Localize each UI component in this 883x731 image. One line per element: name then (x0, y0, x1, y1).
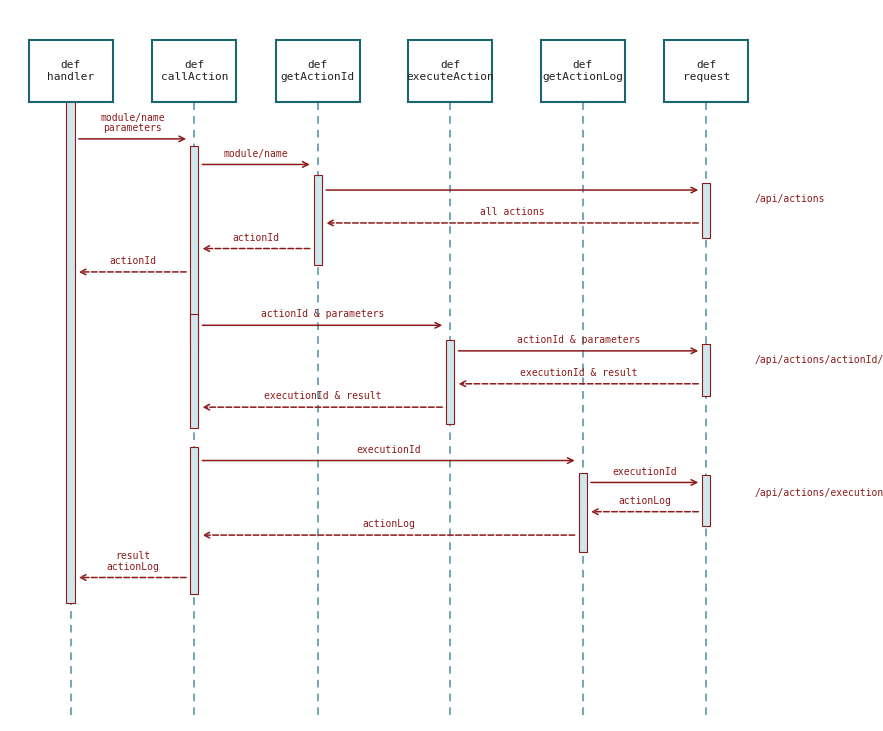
Text: actionLog: actionLog (618, 496, 671, 506)
FancyBboxPatch shape (409, 40, 493, 102)
Bar (66, 101, 76, 603)
Text: parameters: parameters (103, 123, 162, 133)
Text: executionId & result: executionId & result (263, 391, 381, 401)
Bar (703, 475, 711, 526)
Text: module/name: module/name (100, 113, 165, 123)
Text: actionLog: actionLog (362, 519, 415, 529)
Bar (579, 473, 587, 552)
FancyBboxPatch shape (541, 40, 625, 102)
Text: actionId & parameters: actionId & parameters (260, 309, 384, 319)
Bar (191, 314, 198, 428)
Bar (314, 175, 322, 265)
Text: /api/actions/actionId/executions: /api/actions/actionId/executions (755, 355, 883, 366)
Text: actionId: actionId (232, 232, 280, 243)
Text: executionId: executionId (612, 466, 677, 477)
FancyBboxPatch shape (275, 40, 360, 102)
FancyBboxPatch shape (28, 40, 113, 102)
Text: actionLog: actionLog (106, 561, 159, 572)
Text: executionId & result: executionId & result (519, 368, 638, 378)
Text: executionId: executionId (356, 444, 421, 455)
Text: def
request: def request (683, 61, 730, 82)
Text: all actions: all actions (479, 207, 545, 217)
FancyBboxPatch shape (665, 40, 749, 102)
Text: actionId: actionId (109, 256, 156, 266)
FancyBboxPatch shape (153, 40, 236, 102)
Bar (703, 344, 711, 396)
Bar (191, 447, 198, 594)
Text: module/name: module/name (223, 148, 289, 159)
Text: def
getActionId: def getActionId (281, 61, 355, 82)
Text: def
executeAction: def executeAction (406, 61, 494, 82)
Text: result: result (115, 551, 150, 561)
Bar (447, 340, 455, 424)
Text: def
handler: def handler (47, 61, 94, 82)
Text: def
getActionLog: def getActionLog (542, 61, 623, 82)
Text: /api/actions/executionId/logs: /api/actions/executionId/logs (755, 488, 883, 499)
Bar (703, 183, 711, 238)
Text: def
callAction: def callAction (161, 61, 228, 82)
Bar (191, 146, 198, 344)
Text: /api/actions: /api/actions (755, 194, 826, 204)
Text: actionId & parameters: actionId & parameters (517, 335, 640, 345)
